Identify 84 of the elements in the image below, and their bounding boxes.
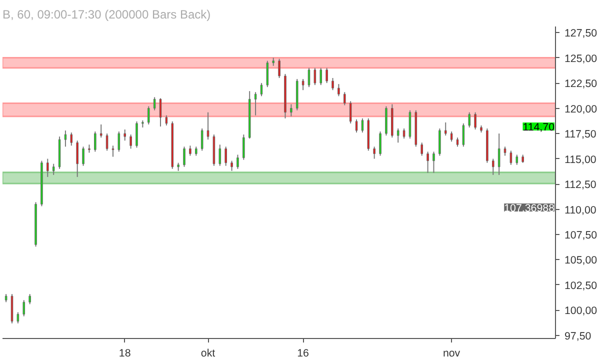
y-tick-label: 120,00 [564,103,598,116]
y-tick-label: 115,00 [564,154,596,166]
candlestick [230,160,233,172]
candlestick [224,146,227,166]
candlestick [28,294,31,305]
candlestick [320,67,322,86]
candlestick [420,142,423,156]
candlestick [492,158,494,176]
candlestick [474,112,476,130]
candlestick [462,122,465,148]
candlestick [46,158,49,178]
candlestick [130,134,132,150]
candlestick [76,140,78,178]
candlestick [52,163,55,176]
y-tick-label: 107,50 [564,230,598,242]
candlestick [402,128,406,140]
candlestick [106,133,108,152]
candlestick [254,92,257,116]
candlestick [200,128,204,152]
y-tick-label: 110,00 [564,204,596,216]
annotation: 107,36988 [504,202,555,214]
y-tick-label: 97,50 [564,330,592,342]
candlestick [308,67,310,88]
candlestick [153,96,156,111]
y-tick-label: 117,50 [564,128,596,141]
candlestick [278,58,280,78]
candlestick [218,144,222,166]
y-tick-label: 112,50 [564,179,596,192]
candlestick [343,92,346,106]
y-tick-label: 125,00 [564,52,598,65]
y-tick-label: 102,50 [564,280,598,292]
candlestick [118,131,120,152]
candlestick [504,146,506,156]
candlestick [195,146,198,156]
candlestick [444,122,447,136]
candlestick [332,77,334,91]
candlestick [379,131,382,156]
candlestick [498,133,500,176]
candlestick [355,118,358,134]
y-tick-label: 100,00 [564,305,598,318]
candlestick [206,112,210,140]
candlestick [516,154,518,166]
candlestick [260,82,263,97]
candlestick [165,114,168,126]
y-tick-label: 127,50 [564,28,598,40]
candlestick [183,146,186,168]
y-tick-label: 105,00 [564,254,598,267]
candlestick [82,146,84,166]
candlestick [450,131,453,142]
annotation: 114,70 [522,122,555,134]
candlestick [112,145,114,158]
candlestick [147,106,150,125]
candlestick [189,145,192,156]
candlestick [266,60,269,88]
candlestick [16,312,20,324]
candlestick [64,130,67,148]
candlestick [290,104,292,117]
chart-title: B, 60, 09:00-17:30 (200000 Bars Back) [2,8,211,22]
candlestick [426,151,429,174]
x-tick-label: 16 [297,348,310,360]
candlestick [124,128,126,142]
candlestick [70,132,73,146]
candlestick [438,128,441,156]
candlestick [468,112,471,128]
candlestick [349,100,352,124]
x-tick-label: 18 [118,348,131,360]
candlestick [242,134,245,160]
x-tick-label: okt [200,348,216,360]
candlestick [396,128,400,144]
candlestick [22,300,26,317]
candlestick [373,146,376,160]
candlestick [236,154,239,170]
x-tick-label: nov [442,348,461,360]
candlestick [100,124,102,138]
candlestick [94,131,96,152]
candlestick [361,118,364,134]
candlestick [432,151,435,174]
candlestick [338,84,340,97]
y-tick-label: 122,50 [564,78,598,90]
candlestick [302,78,304,91]
candlestick [136,120,138,148]
candlestick [326,67,328,84]
candlestick [510,150,512,166]
candlestick [314,67,316,86]
